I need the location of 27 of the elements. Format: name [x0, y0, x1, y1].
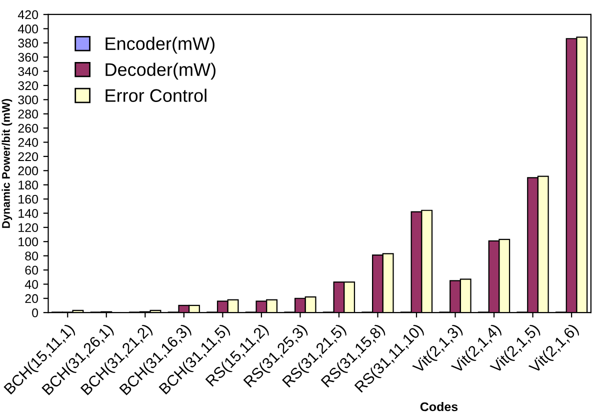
x-axis-title: Codes [420, 402, 458, 412]
y-tick-label: 180 [18, 180, 38, 190]
y-tick-label: 120 [18, 223, 38, 232]
y-tick-label: 0 [32, 308, 38, 318]
y-tick-label: 300 [18, 95, 38, 104]
y-tick-label: 340 [18, 67, 38, 76]
y-tick-label: 220 [18, 152, 38, 162]
y-tick-label: 360 [18, 52, 38, 62]
y-tick-label: 320 [18, 81, 38, 90]
y-tick-label: 200 [18, 166, 38, 176]
y-axis-title: Dynamic Power/bit (mW) [2, 98, 12, 228]
y-tick-label: 260 [18, 124, 38, 133]
y-tick-label: 100 [18, 237, 38, 246]
legend-label: Encoder(mW) [106, 36, 214, 54]
y-tick-label: 280 [18, 110, 38, 118]
legend-label: Decoder(mW) [106, 62, 216, 80]
y-tick-label: 60 [25, 266, 38, 275]
y-tick-label: 160 [18, 194, 38, 204]
y-tick-label: 140 [18, 209, 38, 218]
y-tick-label: 380 [18, 38, 38, 48]
y-tick-label: 20 [25, 294, 38, 304]
y-tick-label: 240 [18, 138, 38, 147]
y-tick-label: 400 [18, 24, 38, 34]
y-tick-label: 80 [25, 252, 38, 260]
y-tick-label: 420 [18, 10, 38, 20]
legend-label: Error Control [106, 88, 206, 102]
y-tick-label: 40 [24, 280, 38, 289]
